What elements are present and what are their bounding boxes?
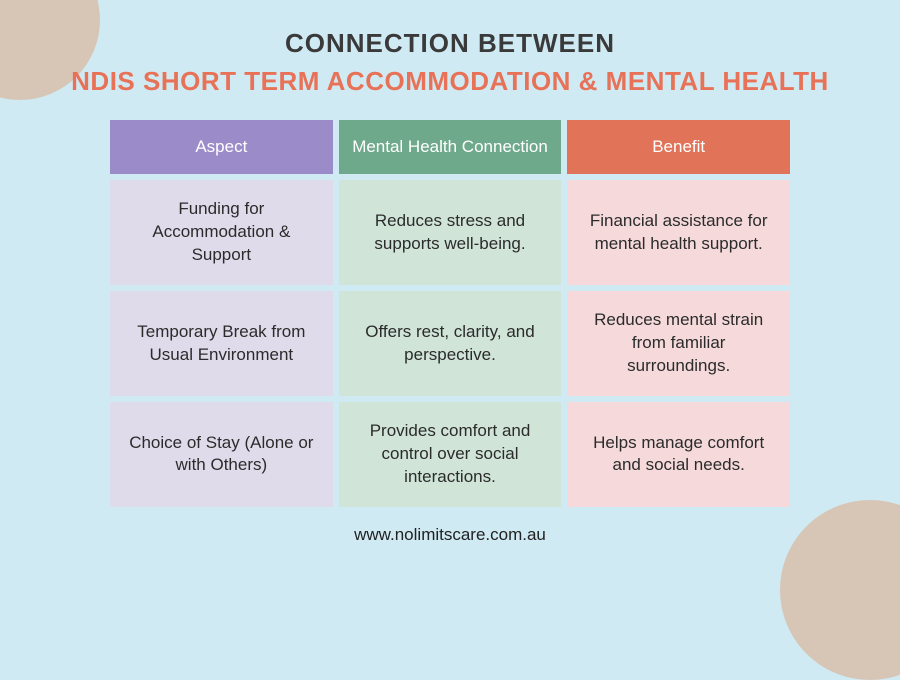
cell-benefit: Reduces mental strain from familiar surr… [567,291,790,396]
main-content: CONNECTION BETWEEN NDIS SHORT TERM ACCOM… [0,0,900,565]
header-mental-health: Mental Health Connection [339,120,562,175]
cell-mental-health: Offers rest, clarity, and perspective. [339,291,562,396]
table-header-row: Aspect Mental Health Connection Benefit [110,120,790,175]
comparison-table: Aspect Mental Health Connection Benefit … [110,120,790,507]
cell-mental-health: Reduces stress and supports well-being. [339,180,562,285]
cell-benefit: Helps manage comfort and social needs. [567,402,790,507]
cell-aspect: Funding for Accommodation & Support [110,180,333,285]
title-line-1: CONNECTION BETWEEN [60,28,840,59]
table-row: Choice of Stay (Alone or with Others) Pr… [110,402,790,507]
cell-aspect: Choice of Stay (Alone or with Others) [110,402,333,507]
cell-mental-health: Provides comfort and control over social… [339,402,562,507]
table-row: Temporary Break from Usual Environment O… [110,291,790,396]
footer-url: www.nolimitscare.com.au [60,525,840,545]
cell-benefit: Financial assistance for mental health s… [567,180,790,285]
table-row: Funding for Accommodation & Support Redu… [110,180,790,285]
title-line-2: NDIS SHORT TERM ACCOMMODATION & MENTAL H… [60,65,840,98]
header-benefit: Benefit [567,120,790,175]
cell-aspect: Temporary Break from Usual Environment [110,291,333,396]
header-aspect: Aspect [110,120,333,175]
